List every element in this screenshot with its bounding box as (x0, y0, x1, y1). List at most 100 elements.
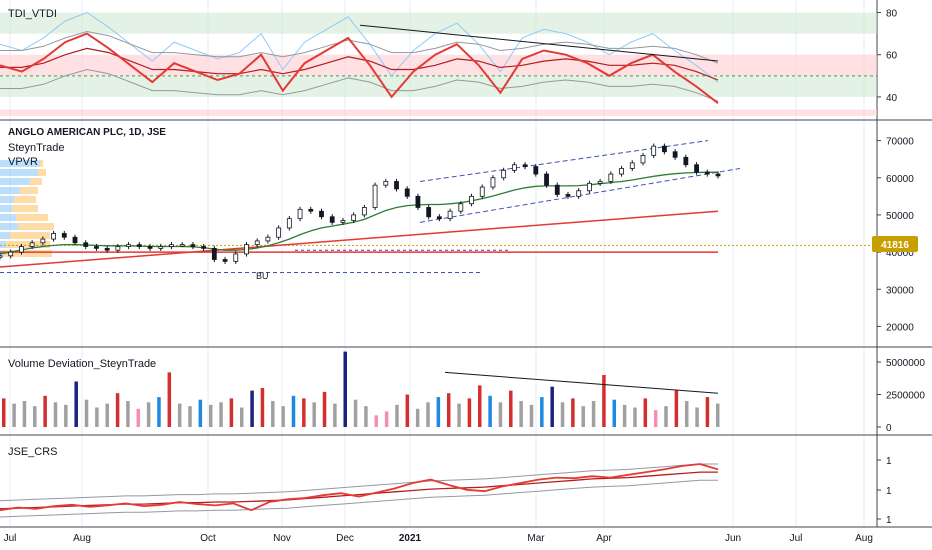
crs-tick-label-1: 1 (886, 486, 892, 497)
candle-body-11 (115, 246, 121, 251)
time-axis-label-1: Aug (73, 533, 91, 544)
volume-bar-46 (478, 385, 482, 427)
volume-pane (2, 351, 720, 427)
candle-body-50 (533, 166, 539, 175)
volume-bar-20 (208, 404, 213, 427)
candle-body-53 (565, 194, 571, 197)
volume-bar-36 (374, 415, 379, 427)
vpvr-vol-0 (40, 160, 43, 167)
volume-bar-28 (291, 395, 296, 427)
vpvr-bar-7 (0, 223, 18, 230)
candle-body-27 (286, 218, 292, 229)
volume-bar-26 (271, 401, 275, 427)
price-tick-label-0: 70000 (886, 137, 914, 148)
vpvr-bar-0 (0, 160, 40, 167)
volume-bar-56 (581, 406, 585, 427)
candle-body-32 (340, 220, 346, 223)
candle-body-17 (179, 244, 185, 247)
tdi-mid-band (0, 54, 877, 76)
tdi-lower-bb (0, 68, 719, 102)
volume-bar-64 (664, 406, 668, 427)
price-tick-label-2: 50000 (886, 211, 914, 222)
time-axis-label-7: Apr (596, 533, 612, 544)
volume-bar-19 (198, 399, 203, 427)
volume-bar-40 (415, 408, 420, 427)
tdi-pane (0, 11, 877, 116)
vpvr-bar-8 (0, 232, 10, 239)
vpvr-vol-7 (18, 223, 54, 230)
candle-body-67 (715, 173, 721, 177)
candle-body-6 (61, 233, 67, 238)
vpvr-vol-10 (4, 250, 52, 257)
candle-body-8 (83, 242, 89, 247)
volume-bar-29 (302, 398, 306, 427)
vpvr-vol-9 (6, 241, 50, 248)
price-line-badge (872, 236, 918, 252)
candle-body-25 (265, 236, 271, 242)
volume-bar-12 (126, 401, 130, 427)
volume-trendline (444, 371, 719, 394)
time-axis-label-8: Jun (725, 533, 741, 544)
time-axis-label-10: Aug (855, 533, 873, 544)
candle-body-26 (276, 227, 282, 238)
volume-bar-21 (219, 402, 223, 427)
candle-body-52 (554, 184, 560, 195)
volume-bar-61 (633, 407, 637, 427)
volume-bar-9 (95, 407, 99, 427)
candle-body-46 (490, 177, 496, 188)
candle-body-16 (169, 244, 174, 247)
tdi-price-line (0, 32, 719, 104)
volume-bar-1 (12, 403, 16, 427)
volume-bar-38 (395, 404, 399, 427)
candle-body-1 (8, 251, 14, 257)
tdi-upper-band (0, 12, 877, 34)
tdi-lower-band (0, 75, 877, 97)
volume-bar-11 (115, 393, 120, 427)
candle-body-15 (158, 246, 164, 249)
volume-bar-0 (2, 398, 6, 427)
candle-body-7 (72, 236, 78, 244)
candle-body-5 (51, 233, 56, 240)
candle-body-19 (201, 246, 207, 249)
volume-bar-47 (488, 395, 492, 427)
indicator-steyntrade: SteynTrade (8, 142, 64, 154)
time-axis-label-5: 2021 (399, 533, 422, 544)
vpvr-bar-2 (0, 178, 30, 185)
tdi-trendline (359, 24, 719, 62)
price-tick-label-4: 30000 (886, 285, 914, 296)
volume-bar-54 (560, 402, 565, 427)
volume-bar-43 (446, 393, 451, 427)
vpvr-bar-3 (0, 187, 20, 194)
candle-body-47 (501, 169, 507, 179)
volume-bar-6 (64, 404, 68, 427)
volume-tick-label-2: 0 (886, 423, 892, 434)
volume-bar-18 (188, 406, 192, 427)
volume-bar-67 (695, 407, 699, 427)
price-pane (0, 140, 877, 274)
vpvr-vol-5 (12, 205, 38, 212)
candle-body-63 (672, 151, 678, 158)
time-axis-label-6: Mar (527, 533, 545, 544)
volume-bar-37 (384, 411, 389, 427)
volume-bar-53 (550, 386, 554, 427)
volume-bar-33 (343, 351, 347, 427)
candle-body-14 (147, 246, 153, 249)
time-axis-label-2: Oct (200, 533, 216, 544)
volume-bar-51 (529, 404, 534, 427)
volume-bar-14 (146, 402, 151, 427)
crs-pane (0, 463, 719, 518)
candle-body-31 (329, 216, 335, 223)
crs-title: JSE_CRS (8, 446, 58, 458)
volume-bar-63 (653, 410, 658, 427)
candle-body-22 (233, 253, 239, 262)
candle-body-39 (415, 195, 421, 208)
vpvr-bar-1 (0, 169, 38, 176)
channel-upper (419, 140, 709, 182)
price-line-value: 41816 (881, 240, 909, 251)
volume-bar-58 (602, 375, 606, 427)
candle-body-34 (361, 207, 367, 216)
candle-body-45 (479, 186, 485, 197)
candle-body-41 (436, 216, 442, 220)
bu-annotation: BU (256, 271, 269, 281)
